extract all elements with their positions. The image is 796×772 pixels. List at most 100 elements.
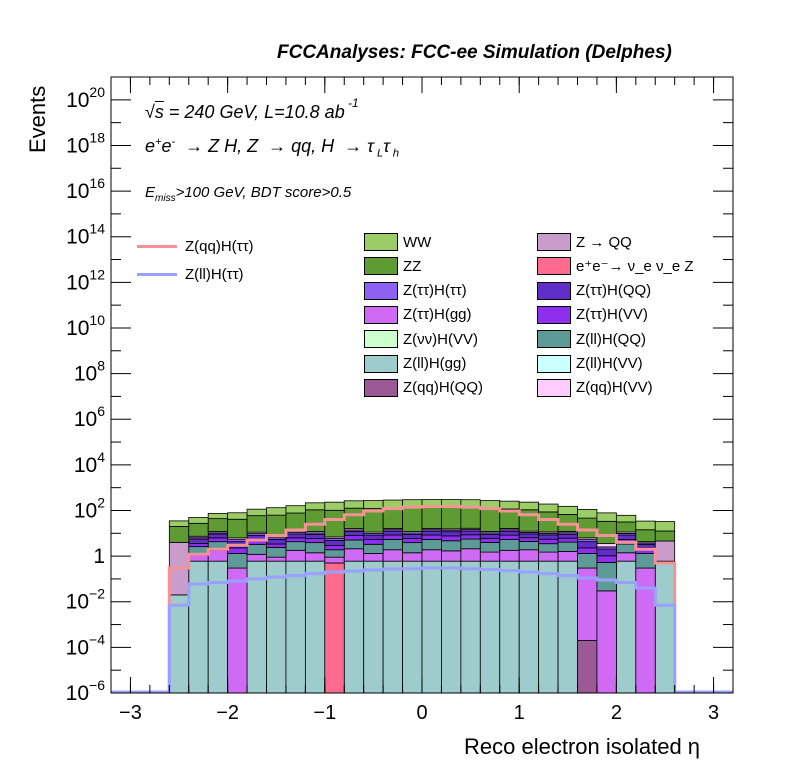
y-tick-label: 1010 <box>66 312 105 340</box>
bar-z-ll-h-gg--13 <box>421 560 442 694</box>
bar-z-ll-h-qq--9 <box>343 539 365 550</box>
legend-line-entry: Z(ll)H(ττ) <box>137 266 244 283</box>
legend-swatch <box>537 233 571 251</box>
bar-z-h-qq--13 <box>421 530 442 536</box>
legend-label: WW <box>403 233 432 251</box>
y-tick-label: 1018 <box>66 129 105 157</box>
legend-box-entry: Z(qq)H(VV) <box>537 378 653 397</box>
bar-zz-14 <box>441 507 462 530</box>
bar-zz-18 <box>518 509 540 532</box>
legend-box-entry: Z(ττ)H(VV) <box>537 305 648 324</box>
bar-zz-4 <box>246 515 267 533</box>
bar-z-h-gg--10 <box>363 553 384 562</box>
bar-z-h-vv--3 <box>227 547 248 554</box>
x-tick-label: −2 <box>216 702 239 724</box>
bar-z-ll-h-qq--4 <box>246 544 267 555</box>
bar-z-h-gg--8 <box>324 556 345 564</box>
bar-ww-25 <box>654 521 676 532</box>
bar-z-h-qq--11 <box>382 530 403 536</box>
bar-z-ll-h-gg--2 <box>207 560 229 694</box>
y-tick-label: 108 <box>74 358 105 386</box>
bar-z-ll-h-qq--7 <box>304 542 326 554</box>
x-tick-label: 1 <box>514 702 525 724</box>
bar-z-h-qq--2 <box>207 533 229 539</box>
x-tick-label: 2 <box>611 702 622 724</box>
bar-z-ll-h-gg--1 <box>188 560 209 694</box>
legend-line-swatch <box>137 273 177 276</box>
legend-swatch <box>537 354 571 373</box>
bar-ww-8 <box>324 501 345 511</box>
bar-ww-18 <box>518 501 540 511</box>
legend-swatch <box>364 330 398 349</box>
bar-z-ll-h-qq--16 <box>479 541 501 553</box>
legend-line-entry: Z(qq)H(ττ) <box>137 238 254 255</box>
bar-ww-19 <box>538 503 559 513</box>
bar-ww-21 <box>577 509 598 519</box>
bar-z-h-qq--9 <box>343 531 365 536</box>
legend-label: Z(ττ)H(ττ) <box>403 282 467 300</box>
legend-swatch <box>364 233 398 251</box>
bar-ww-5 <box>266 507 287 516</box>
bar-z-h-gg--2 <box>207 549 229 562</box>
x-tick-label: −3 <box>119 702 142 724</box>
legend-box-entry: Z → QQ <box>537 233 632 251</box>
bar-z-ll-h-qq--11 <box>382 539 403 551</box>
bar-z-h-qq--18 <box>518 533 540 539</box>
y-tick-label: 104 <box>74 449 105 477</box>
bar-z-h-gg--3 <box>227 567 248 694</box>
bar-z-ll-h-qq--10 <box>363 543 384 554</box>
bar-z-h-gg--16 <box>479 551 501 562</box>
bar-z-ll-h-gg--0 <box>168 594 190 694</box>
legend-box-entry: Z(ττ)H(gg) <box>364 305 472 324</box>
legend-box-entry: Z(νν)H(VV) <box>364 330 478 349</box>
bar-zz-7 <box>304 509 326 532</box>
y-tick-label: 1012 <box>66 266 105 294</box>
bar-z-h-vv--2 <box>207 537 229 543</box>
bar-zz-16 <box>479 508 501 532</box>
bar-z-h-qq--1 <box>188 538 209 544</box>
line-z-ll-h- <box>111 566 733 694</box>
bar-z-ll-h-gg--15 <box>460 560 481 694</box>
bar-z-h-vv--13 <box>421 534 442 540</box>
bar-z-h-gg--5 <box>266 556 287 562</box>
bar-z-ll-h-qq--24 <box>635 553 656 569</box>
bar-z-ll-h-gg--4 <box>246 560 267 694</box>
y-tick-label: 10−2 <box>66 586 106 614</box>
bar-z-h-vv--14 <box>441 535 462 542</box>
legend-box-entry: Z(ll)H(gg) <box>364 354 466 373</box>
bar-z-ll-h-gg--7 <box>304 560 326 694</box>
bar-z-h-vv--20 <box>557 537 578 543</box>
bar-zz-23 <box>615 521 637 533</box>
bar-z-h-vv--18 <box>518 537 540 542</box>
legend-swatch <box>537 378 571 397</box>
bar-z-h-qq--14 <box>441 531 462 537</box>
bar-z-h-gg--15 <box>460 548 481 562</box>
bar-z-h-qq--12 <box>402 534 423 539</box>
y-tick-label: 10−6 <box>66 677 106 705</box>
y-tick-label: 1016 <box>66 175 105 203</box>
process-label: e+e- → Z H, Z → qq, H → τ Lτ h <box>145 136 400 160</box>
legend-box-entry: ZZ <box>364 257 422 276</box>
legend-box-entry: WW <box>364 233 431 251</box>
bar-z-h-qq--17 <box>499 530 520 536</box>
bar-z-h-qq--6 <box>285 533 306 539</box>
bar-z-h-vv--11 <box>382 534 403 540</box>
legend-label: ZZ <box>403 257 422 275</box>
bar-z-h-vv--8 <box>324 545 345 551</box>
bar-z-ll-h-qq--12 <box>402 542 423 554</box>
legend-line-label: Z(ll)H(ττ) <box>185 266 244 283</box>
bar-z-qq-h-qq--21 <box>577 640 598 694</box>
bar-z-ll-h-qq--8 <box>324 549 345 558</box>
energy-lumi-label: √s = 240 GeV, L=10.8 ab -1 <box>145 96 359 122</box>
bar-ww-2 <box>207 513 229 520</box>
x-axis-label: Reco electron isolated η <box>464 734 701 759</box>
bar-z-ll-h-qq--6 <box>285 541 306 551</box>
x-tick-label: 0 <box>416 702 427 724</box>
bar-z-h-gg--9 <box>343 548 365 562</box>
legend-swatch <box>364 354 398 373</box>
bar-z-h-qq--20 <box>557 533 578 539</box>
bar-z-qq-25 <box>654 540 676 562</box>
legend-box-entry: Z(ττ)H(ττ) <box>364 281 467 300</box>
bar-z-ll-h-gg--11 <box>382 560 403 694</box>
